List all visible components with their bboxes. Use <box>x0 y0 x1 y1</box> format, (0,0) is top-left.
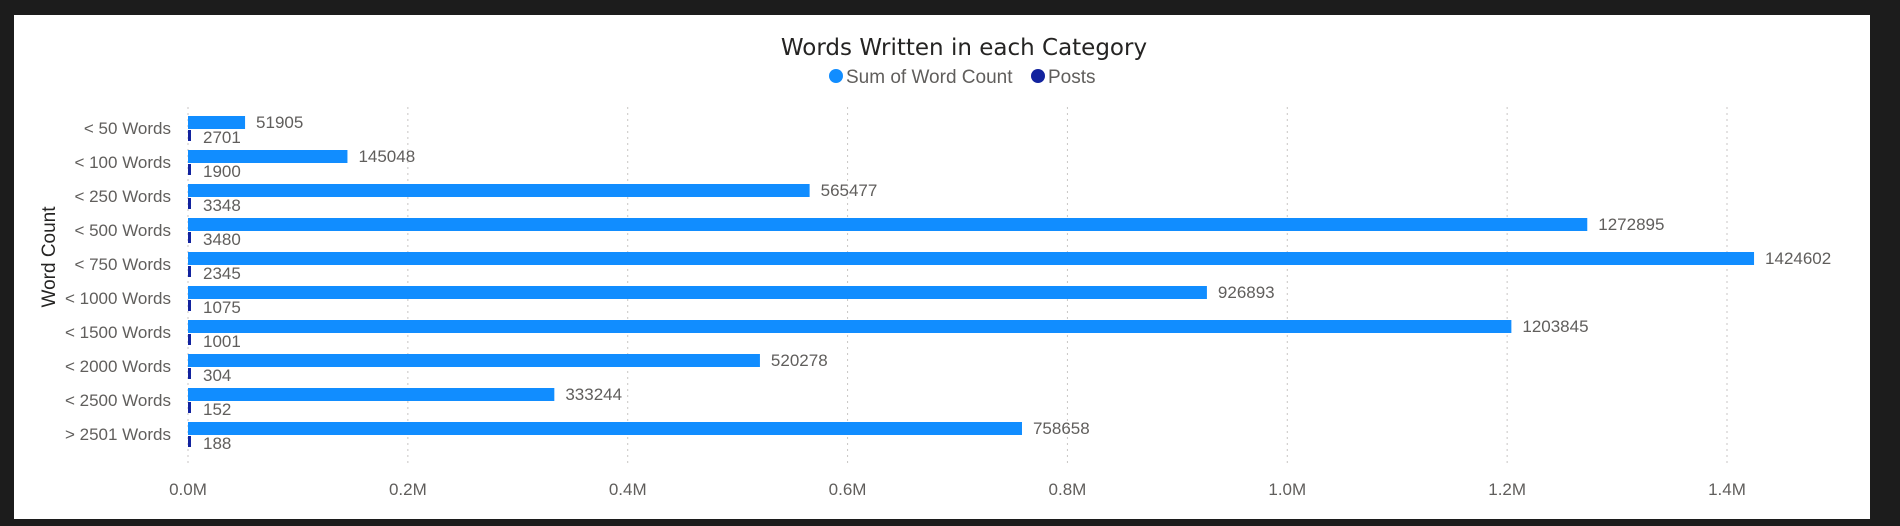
data-label-word-count: 926893 <box>1218 283 1275 302</box>
category-label: < 2500 Words <box>65 391 171 410</box>
bar-posts <box>188 198 191 209</box>
legend-marker-word-count <box>829 69 843 83</box>
bar-word-count <box>188 320 1512 333</box>
category-label: < 100 Words <box>74 153 171 172</box>
chart-title: Words Written in each Category <box>781 35 1147 61</box>
data-label-posts: 152 <box>203 400 231 419</box>
legend-label-word-count: Sum of Word Count <box>846 67 1013 88</box>
data-label-word-count: 565477 <box>821 181 878 200</box>
category-label: < 1500 Words <box>65 323 171 342</box>
data-label-posts: 3348 <box>203 196 241 215</box>
bar-word-count <box>188 184 810 197</box>
category-label: > 2501 Words <box>65 425 171 444</box>
y-axis-title: Word Count <box>39 206 60 308</box>
data-label-posts: 3480 <box>203 230 241 249</box>
legend-marker-posts <box>1031 69 1045 83</box>
x-tick-label: 0.2M <box>389 480 427 499</box>
data-label-word-count: 333244 <box>565 385 622 404</box>
x-tick-label: 1.0M <box>1268 480 1306 499</box>
x-tick-label: 0.0M <box>169 480 207 499</box>
data-label-posts: 1075 <box>203 298 241 317</box>
x-tick-label: 1.4M <box>1708 480 1746 499</box>
bar-posts <box>188 266 191 277</box>
category-label: < 750 Words <box>74 255 171 274</box>
bar-word-count <box>188 388 555 401</box>
chart-container: Words Written in each Category Sum of Wo… <box>14 15 1870 519</box>
data-label-posts: 188 <box>203 434 231 453</box>
bar-posts <box>188 402 191 413</box>
gridlines <box>187 107 1728 463</box>
category-label: < 50 Words <box>84 119 171 138</box>
bar-word-count <box>188 422 1022 435</box>
category-label: < 1000 Words <box>65 289 171 308</box>
bar-word-count <box>188 116 246 129</box>
data-label-word-count: 1272895 <box>1598 215 1664 234</box>
data-label-posts: 2701 <box>203 128 241 147</box>
data-label-word-count: 520278 <box>771 351 828 370</box>
bar-posts <box>188 334 191 345</box>
legend-label-posts: Posts <box>1048 67 1096 88</box>
x-tick-label: 0.6M <box>829 480 867 499</box>
data-labels: 51905 2701 145048 1900 565477 3348 1272895 3480… <box>203 113 1831 453</box>
bar-posts <box>188 436 191 447</box>
data-label-word-count: 758658 <box>1033 419 1090 438</box>
data-label-posts: 304 <box>203 366 231 385</box>
category-label: < 2000 Words <box>65 357 171 376</box>
data-label-posts: 1900 <box>203 162 241 181</box>
bar-posts <box>188 232 191 243</box>
data-label-posts: 2345 <box>203 264 241 283</box>
data-label-word-count: 1203845 <box>1522 317 1588 336</box>
x-tick-label: 0.8M <box>1049 480 1087 499</box>
bar-word-count <box>188 286 1207 299</box>
bar-chart: Words Written in each Category Sum of Wo… <box>39 35 1831 499</box>
category-label: < 250 Words <box>74 187 171 206</box>
data-label-word-count: 51905 <box>256 113 303 132</box>
category-label: < 500 Words <box>74 221 171 240</box>
bar-posts <box>188 368 191 379</box>
data-label-word-count: 145048 <box>358 147 415 166</box>
bar-posts <box>188 164 191 175</box>
data-label-posts: 1001 <box>203 332 241 351</box>
x-tick-label: 1.2M <box>1488 480 1526 499</box>
bar-posts <box>188 300 191 311</box>
bars <box>188 116 1755 447</box>
bar-word-count <box>188 354 760 367</box>
bar-word-count <box>188 252 1755 265</box>
y-axis-categories: < 50 Words < 100 Words < 250 Words < 500 Wo… <box>65 119 171 444</box>
bar-word-count <box>188 150 348 163</box>
data-label-word-count: 1424602 <box>1765 249 1831 268</box>
bar-posts <box>188 130 191 141</box>
legend: Sum of Word Count Posts <box>829 67 1096 88</box>
x-axis-ticks: 0.0M 0.2M 0.4M 0.6M 0.8M 1.0M 1.2M 1.4M <box>169 480 1746 499</box>
bar-word-count <box>188 218 1588 231</box>
x-tick-label: 0.4M <box>609 480 647 499</box>
